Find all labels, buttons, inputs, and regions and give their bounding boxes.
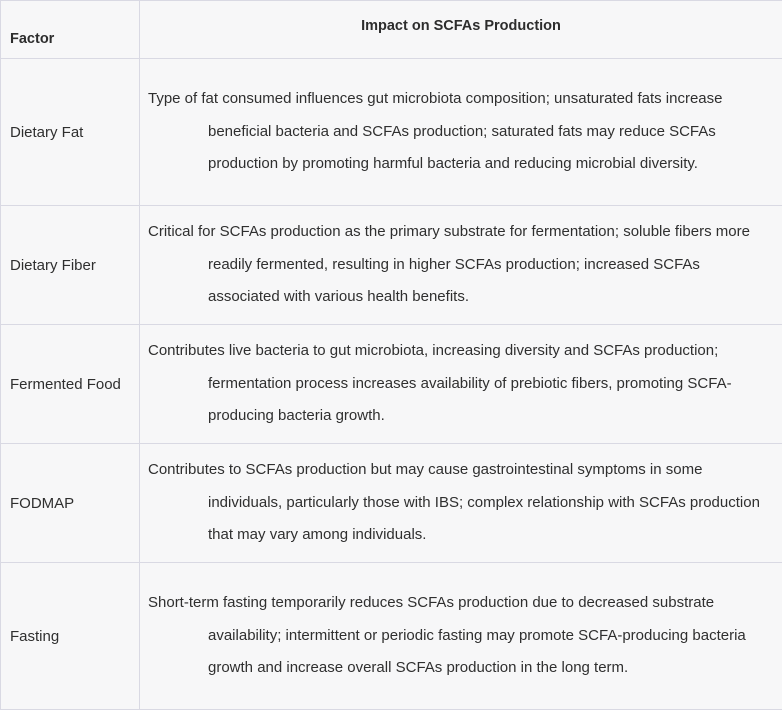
factor-cell: Dietary Fat: [0, 58, 140, 206]
table-body: Dietary Fat Type of fat consumed influen…: [0, 58, 782, 710]
table-row: Fermented Food Contributes live bacteria…: [0, 324, 782, 444]
column-header-factor: Factor: [0, 0, 140, 59]
impact-cell: Contributes live bacteria to gut microbi…: [139, 324, 782, 444]
impact-cell: Type of fat consumed influences gut micr…: [139, 58, 782, 206]
factor-cell: Fermented Food: [0, 324, 140, 444]
impact-cell: Contributes to SCFAs production but may …: [139, 443, 782, 563]
table-row: Dietary Fat Type of fat consumed influen…: [0, 58, 782, 206]
header-row: Factor Impact on SCFAs Production: [0, 0, 782, 59]
table-row: Dietary Fiber Critical for SCFAs product…: [0, 205, 782, 325]
factor-cell: Dietary Fiber: [0, 205, 140, 325]
impact-cell: Critical for SCFAs production as the pri…: [139, 205, 782, 325]
factor-cell: FODMAP: [0, 443, 140, 563]
column-header-impact: Impact on SCFAs Production: [139, 0, 782, 59]
table-row: FODMAP Contributes to SCFAs production b…: [0, 443, 782, 563]
factor-cell: Fasting: [0, 562, 140, 710]
impact-cell: Short-term fasting temporarily reduces S…: [139, 562, 782, 710]
table-row: Fasting Short-term fasting temporarily r…: [0, 562, 782, 710]
table-header: Factor Impact on SCFAs Production: [0, 0, 782, 59]
